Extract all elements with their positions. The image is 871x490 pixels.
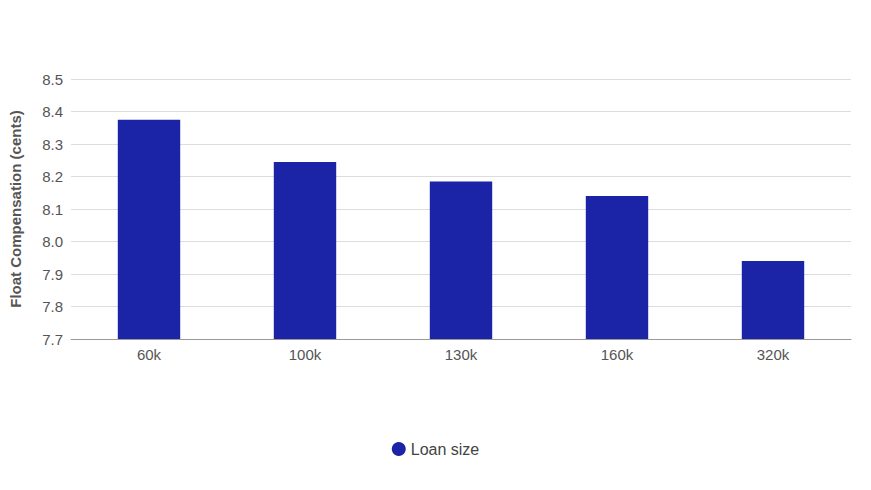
svg-text:320k: 320k: [757, 346, 790, 363]
svg-text:Float Compensation (cents): Float Compensation (cents): [7, 110, 24, 308]
svg-text:8.0: 8.0: [42, 233, 63, 250]
svg-text:7.7: 7.7: [42, 331, 63, 348]
svg-text:160k: 160k: [601, 346, 634, 363]
svg-text:8.3: 8.3: [42, 136, 63, 153]
svg-text:7.9: 7.9: [42, 266, 63, 283]
svg-text:8.4: 8.4: [42, 103, 63, 120]
svg-text:8.1: 8.1: [42, 201, 63, 218]
svg-text:7.8: 7.8: [42, 298, 63, 315]
svg-text:8.2: 8.2: [42, 168, 63, 185]
svg-text:Loan size: Loan size: [411, 441, 480, 458]
svg-text:130k: 130k: [445, 346, 478, 363]
svg-text:100k: 100k: [289, 346, 322, 363]
svg-text:8.5: 8.5: [42, 71, 63, 88]
svg-text:60k: 60k: [137, 346, 162, 363]
